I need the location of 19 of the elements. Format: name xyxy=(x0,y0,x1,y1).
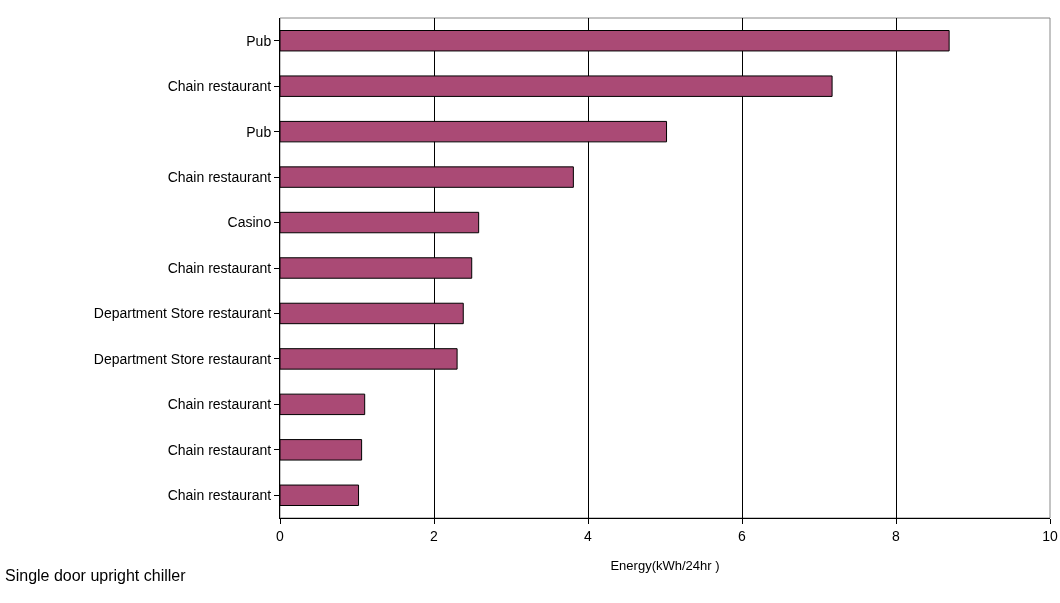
y-tick-label: Chain restaurant xyxy=(167,487,272,504)
y-tick-label: Department Store restaurant xyxy=(93,305,272,322)
y-tick-label: Casino xyxy=(227,214,272,231)
x-tick-label: 0 xyxy=(276,527,285,544)
text: Single door upright chiller xyxy=(5,567,187,584)
x-tick-label: 10 xyxy=(1042,527,1058,544)
x-tick-label: 2 xyxy=(430,527,439,544)
y-tick-label: Chain restaurant xyxy=(167,396,272,413)
y-tick-label: Department Store restaurant xyxy=(93,350,272,367)
y-tick-label: Chain restaurant xyxy=(167,259,272,276)
x-tick-label: 4 xyxy=(584,527,593,544)
y-tick-label: Pub xyxy=(246,123,272,140)
x-tick-label: 6 xyxy=(738,527,747,544)
x-axis-title: Energy(kWh/24hr ) xyxy=(610,558,720,574)
x-tick-label: 8 xyxy=(892,527,901,544)
y-tick-label: Chain restaurant xyxy=(167,168,272,185)
y-tick-label: Pub xyxy=(246,32,272,49)
y-tick-label: Chain restaurant xyxy=(167,441,272,458)
y-tick-label: Chain restaurant xyxy=(167,78,272,95)
